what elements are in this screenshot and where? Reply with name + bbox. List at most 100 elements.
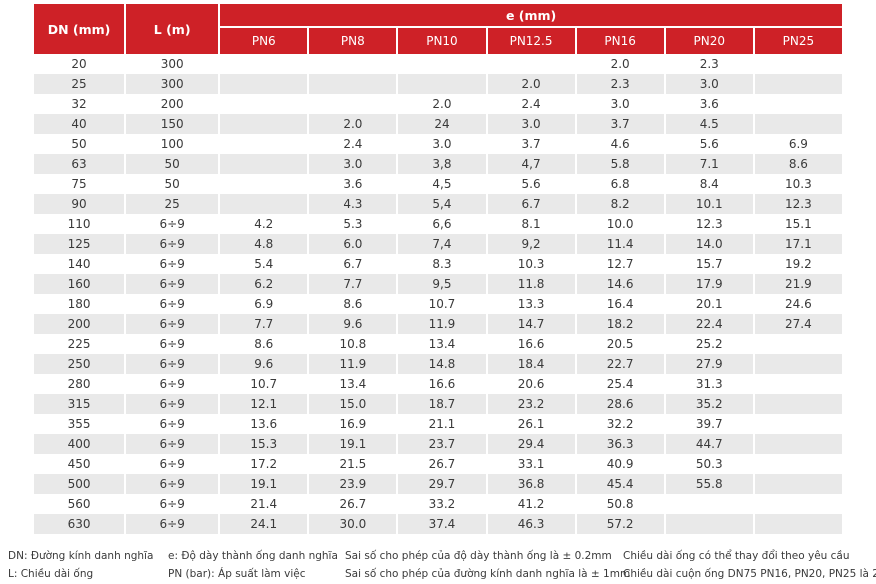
table-row: 125 6÷9 4.8 6.0 7,4 9,2 11.4 14.0 17.1	[34, 234, 842, 254]
e-value: 19.1	[309, 434, 397, 454]
note-group-lengths: Chiều dài ống có thể thay đổi theo yêu c…	[623, 547, 876, 583]
l-value: 6÷9	[126, 454, 219, 474]
e-value	[754, 114, 842, 134]
e-value: 3.0	[398, 134, 486, 154]
e-value: 26.7	[398, 454, 486, 474]
l-value: 6÷9	[126, 474, 219, 494]
e-value: 5.8	[576, 154, 664, 174]
e-value: 8.4	[665, 174, 753, 194]
e-value: 5.4	[220, 254, 308, 274]
dn-value: 125	[34, 234, 125, 254]
e-value: 3.6	[665, 94, 753, 114]
e-value: 3.0	[487, 114, 575, 134]
e-value: 2.0	[487, 74, 575, 94]
dn-value: 50	[34, 134, 125, 154]
e-value: 36.8	[487, 474, 575, 494]
e-value: 20.1	[665, 294, 753, 314]
e-value: 8.6	[220, 334, 308, 354]
e-value	[754, 494, 842, 514]
e-value: 5,4	[398, 194, 486, 214]
e-value: 17.2	[220, 454, 308, 474]
e-value: 9.6	[309, 314, 397, 334]
l-value: 6÷9	[126, 414, 219, 434]
note-group-abbreviations-2: e: Độ dày thành ống danh nghĩa PN (bar):…	[168, 547, 338, 583]
dn-value: 75	[34, 174, 125, 194]
e-value: 9,5	[398, 274, 486, 294]
e-value	[398, 74, 486, 94]
e-value	[220, 134, 308, 154]
e-value: 15.1	[754, 214, 842, 234]
dn-value: 225	[34, 334, 125, 354]
table-row: 25 300 2.0 2.3 3.0	[34, 74, 842, 94]
e-value: 13.6	[220, 414, 308, 434]
table-row: 315 6÷9 12.1 15.0 18.7 23.2 28.6 35.2	[34, 394, 842, 414]
e-value: 3.7	[576, 114, 664, 134]
table-row: 90 25 4.3 5,4 6.7 8.2 10.1 12.3	[34, 194, 842, 214]
dn-value: 500	[34, 474, 125, 494]
l-value: 200	[126, 94, 219, 114]
e-value: 55.8	[665, 474, 753, 494]
col-header-e: e (mm)	[220, 4, 842, 28]
e-value	[309, 54, 397, 74]
e-value: 14.8	[398, 354, 486, 374]
e-value: 57.2	[576, 514, 664, 534]
e-value	[220, 74, 308, 94]
e-value: 12.7	[576, 254, 664, 274]
e-value	[754, 94, 842, 114]
table-row: 40 150 2.0 24 3.0 3.7 4.5	[34, 114, 842, 134]
e-value: 44.7	[665, 434, 753, 454]
e-value: 11.4	[576, 234, 664, 254]
l-value: 6÷9	[126, 514, 219, 534]
e-value: 6.2	[220, 274, 308, 294]
e-value: 6.9	[754, 134, 842, 154]
e-value: 2.0	[309, 114, 397, 134]
table-row: 63 50 3.0 3,8 4,7 5.8 7.1 8.6	[34, 154, 842, 174]
pipe-spec-table: DN (mm) L (m) e (mm) PN6 PN8 PN10 PN12.5 PN1…	[32, 4, 844, 534]
e-value: 6.7	[487, 194, 575, 214]
e-value: 24	[398, 114, 486, 134]
e-value	[754, 334, 842, 354]
e-value: 23.7	[398, 434, 486, 454]
table-row: 200 6÷9 7.7 9.6 11.9 14.7 18.2 22.4 27.4	[34, 314, 842, 334]
e-value: 10.7	[398, 294, 486, 314]
e-value: 10.1	[665, 194, 753, 214]
note-line-e: e: Độ dày thành ống danh nghĩa	[168, 550, 338, 562]
dn-value: 280	[34, 374, 125, 394]
e-value	[754, 54, 842, 74]
e-value: 11.8	[487, 274, 575, 294]
e-value	[754, 474, 842, 494]
e-value: 6.8	[576, 174, 664, 194]
e-value: 22.7	[576, 354, 664, 374]
col-header-pn6: PN6	[220, 28, 308, 54]
e-value: 4.2	[220, 214, 308, 234]
footnotes: DN: Đường kính danh nghĩa L: Chiều dài ố…	[0, 547, 876, 584]
col-header-pn8: PN8	[309, 28, 397, 54]
table-header: DN (mm) L (m) e (mm) PN6 PN8 PN10 PN12.5 PN1…	[34, 4, 842, 54]
e-value: 11.9	[398, 314, 486, 334]
note-line-length-change: Chiều dài ống có thể thay đổi theo yêu c…	[623, 550, 850, 562]
table-row: 225 6÷9 8.6 10.8 13.4 16.6 20.5 25.2	[34, 334, 842, 354]
col-header-pn16: PN16	[576, 28, 664, 54]
e-value: 39.7	[665, 414, 753, 434]
l-value: 50	[126, 174, 219, 194]
l-value: 50	[126, 154, 219, 174]
e-value: 2.4	[309, 134, 397, 154]
e-value: 10.0	[576, 214, 664, 234]
e-value	[754, 354, 842, 374]
e-value: 18.7	[398, 394, 486, 414]
e-value: 50.3	[665, 454, 753, 474]
e-value: 12.3	[665, 214, 753, 234]
e-value	[754, 394, 842, 414]
l-value: 6÷9	[126, 434, 219, 454]
dn-value: 315	[34, 394, 125, 414]
col-header-l: L (m)	[126, 4, 219, 54]
e-value: 36.3	[576, 434, 664, 454]
note-line-l: L: Chiều dài ống	[8, 568, 94, 580]
dn-value: 180	[34, 294, 125, 314]
col-header-pn12-5: PN12.5	[487, 28, 575, 54]
table-row: 110 6÷9 4.2 5.3 6,6 8.1 10.0 12.3 15.1	[34, 214, 842, 234]
table-row: 560 6÷9 21.4 26.7 33.2 41.2 50.8	[34, 494, 842, 514]
table-row: 630 6÷9 24.1 30.0 37.4 46.3 57.2	[34, 514, 842, 534]
e-value: 13.4	[398, 334, 486, 354]
